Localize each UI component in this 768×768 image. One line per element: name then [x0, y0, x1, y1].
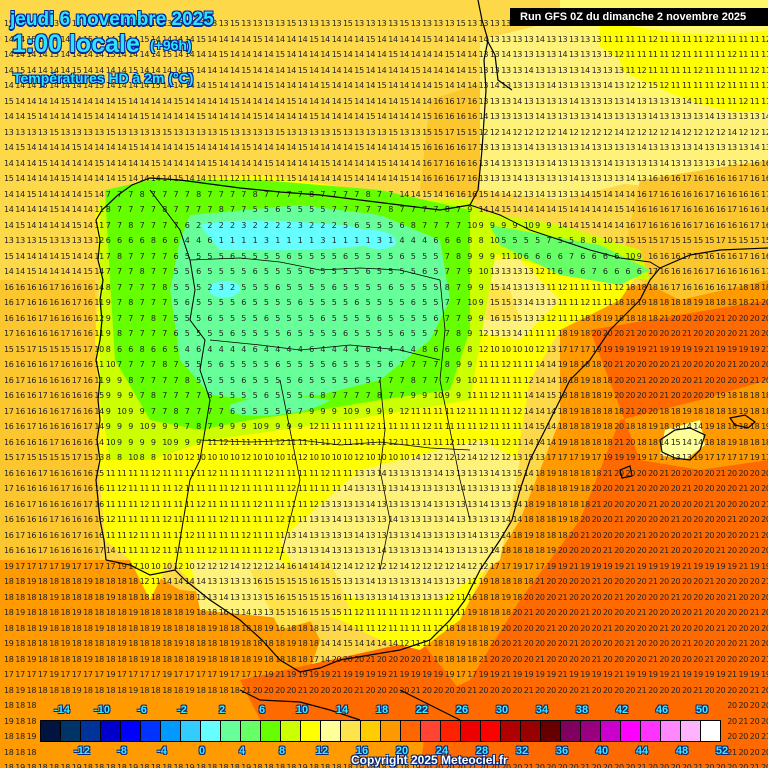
legend-label-top: 30 — [496, 704, 508, 716]
legend-label-top: 38 — [576, 704, 588, 716]
legend-label-top: -10 — [94, 704, 110, 716]
legend-swatch — [301, 721, 321, 741]
legend-swatch — [481, 721, 501, 741]
legend-swatch — [161, 721, 181, 741]
legend-swatch — [661, 721, 681, 741]
legend-swatch — [321, 721, 341, 741]
legend-label-bottom: 16 — [356, 745, 368, 757]
legend-label-top: 50 — [696, 704, 708, 716]
legend-label-bottom: 8 — [279, 745, 285, 757]
legend-swatch — [401, 721, 421, 741]
color-scale-legend — [40, 720, 721, 742]
legend-label-bottom: 12 — [316, 745, 328, 757]
legend-label-top: 10 — [296, 704, 308, 716]
legend-label-bottom: 40 — [596, 745, 608, 757]
legend-label-bottom: 20 — [396, 745, 408, 757]
legend-label-bottom: 44 — [636, 745, 648, 757]
legend-swatch — [641, 721, 661, 741]
legend-label-bottom: 48 — [676, 745, 688, 757]
legend-swatch — [561, 721, 581, 741]
legend-swatch — [601, 721, 621, 741]
legend-swatch — [421, 721, 441, 741]
legend-label-bottom: -4 — [157, 745, 167, 757]
legend-swatch — [681, 721, 701, 741]
legend-label-top: 18 — [376, 704, 388, 716]
legend-swatch — [581, 721, 601, 741]
legend-label-bottom: 4 — [239, 745, 245, 757]
legend-swatch — [621, 721, 641, 741]
legend-swatch — [141, 721, 161, 741]
legend-label-top: 14 — [336, 704, 348, 716]
legend-swatch — [181, 721, 201, 741]
legend-swatch — [361, 721, 381, 741]
legend-swatch — [281, 721, 301, 741]
legend-label-bottom: -8 — [117, 745, 127, 757]
legend-label-top: -2 — [177, 704, 187, 716]
legend-label-top: -6 — [137, 704, 147, 716]
legend-swatch — [201, 721, 221, 741]
legend-swatch — [701, 721, 720, 741]
legend-swatch — [501, 721, 521, 741]
legend-swatch — [341, 721, 361, 741]
legend-swatch — [121, 721, 141, 741]
legend-swatch — [441, 721, 461, 741]
legend-swatch — [261, 721, 281, 741]
legend-swatch — [541, 721, 561, 741]
legend-label-bottom: 0 — [199, 745, 205, 757]
model-run-label: Run GFS 0Z du dimanche 2 novembre 2025 — [510, 8, 768, 26]
legend-label-bottom: 52 — [716, 745, 728, 757]
legend-swatch — [81, 721, 101, 741]
legend-swatch — [521, 721, 541, 741]
legend-label-bottom: 24 — [436, 745, 448, 757]
legend-swatch — [381, 721, 401, 741]
legend-label-top: -14 — [54, 704, 70, 716]
legend-label-top: 34 — [536, 704, 548, 716]
product-title: Températures HD à 2m (°C) — [13, 70, 193, 86]
legend-swatch — [461, 721, 481, 741]
legend-swatch — [241, 721, 261, 741]
legend-label-top: 42 — [616, 704, 628, 716]
legend-label-top: 6 — [259, 704, 265, 716]
legend-label-bottom: 28 — [476, 745, 488, 757]
forecast-time: 1:00 locale — [12, 30, 140, 59]
legend-label-bottom: 32 — [516, 745, 528, 757]
legend-swatch — [61, 721, 81, 741]
legend-label-top: 46 — [656, 704, 668, 716]
legend-label-bottom: -12 — [74, 745, 90, 757]
legend-label-top: 2 — [219, 704, 225, 716]
copyright-notice: Copyright 2025 Meteociel.fr — [351, 753, 508, 767]
forecast-date: jeudi 6 novembre 2025 — [10, 9, 214, 31]
legend-label-top: 22 — [416, 704, 428, 716]
forecast-lead-time: (+96h) — [150, 37, 192, 53]
legend-swatch — [221, 721, 241, 741]
legend-swatch — [41, 721, 61, 741]
legend-label-top: 26 — [456, 704, 468, 716]
legend-label-bottom: 36 — [556, 745, 568, 757]
legend-swatch — [101, 721, 121, 741]
